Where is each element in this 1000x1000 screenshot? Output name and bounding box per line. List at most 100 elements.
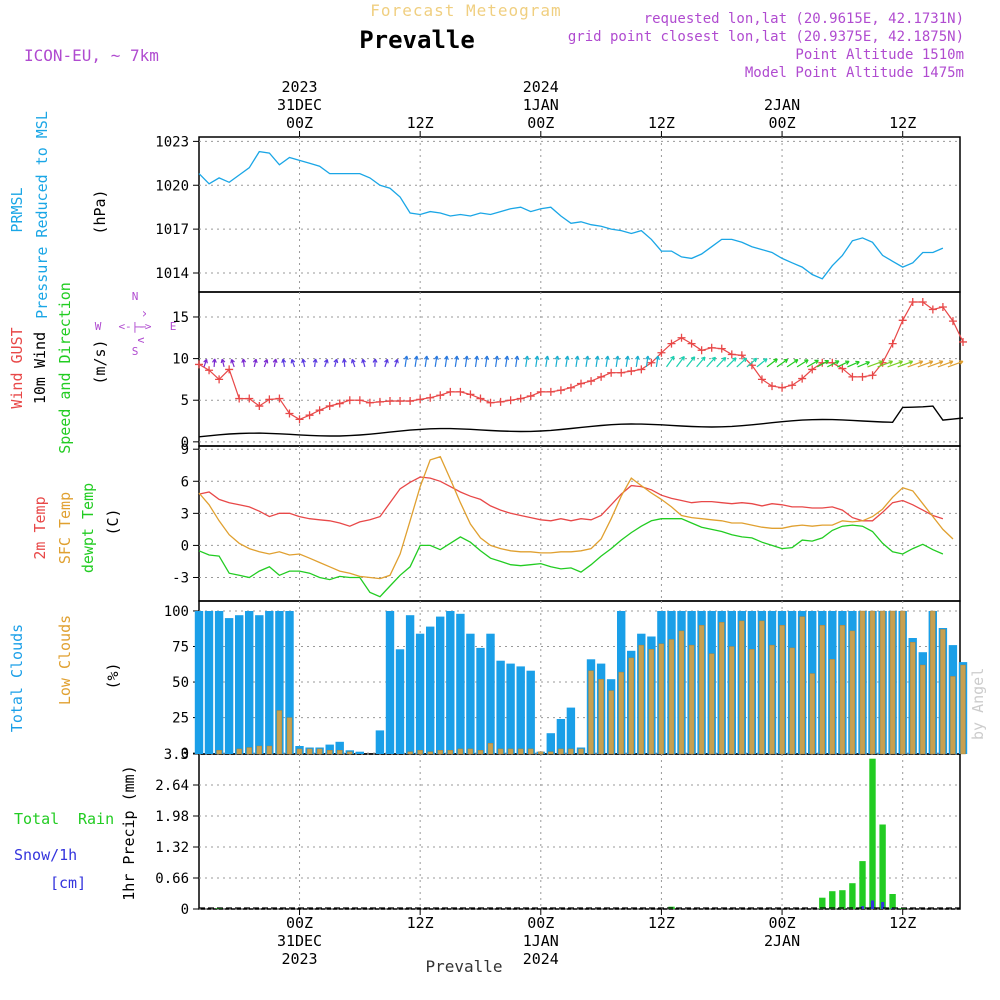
wind-ytick-label: 15: [172, 310, 189, 326]
temp-ytick-label: -3: [172, 570, 189, 586]
pressure-panel-frame: [198, 136, 961, 293]
top-time-label: 2JAN: [764, 96, 800, 114]
precip-ytick-label: 1.98: [155, 809, 189, 825]
low-cloud-bar: [497, 748, 504, 755]
gust-marker: [727, 350, 736, 359]
wind-direction-arrow: [756, 358, 768, 368]
low-cloud-bar: [658, 643, 665, 755]
low-cloud-bar: [588, 670, 594, 755]
gust-marker: [285, 409, 294, 418]
low-cloud-bar: [789, 647, 795, 755]
wind-direction-arrow: [897, 360, 914, 368]
low-cloud-bar: [859, 610, 866, 755]
wind-direction-arrow: [645, 355, 650, 367]
clouds-ytick-label: 0: [181, 746, 189, 762]
gust-marker: [938, 302, 947, 311]
gust-marker: [908, 297, 917, 306]
wind-direction-arrow: [524, 355, 530, 367]
low-cloud-bar: [759, 620, 765, 755]
wind-direction-arrow: [290, 358, 296, 368]
total-cloud-bar: [466, 633, 475, 754]
wind-direction-arrow: [696, 356, 706, 368]
wind-ytick-label: 10: [172, 352, 189, 368]
low-cloud-bar: [417, 750, 423, 755]
wind-direction-arrow: [384, 358, 389, 368]
total-cloud-bar: [355, 751, 364, 754]
wind-direction-arrow: [686, 356, 696, 368]
compass-w: W: [95, 320, 102, 333]
gust-marker: [918, 297, 927, 306]
low-cloud-bar: [889, 610, 896, 755]
total-cloud-bar: [486, 633, 495, 754]
low-cloud-bar: [608, 690, 614, 755]
top-time-label: 31DEC: [277, 96, 322, 114]
gust-marker: [617, 368, 626, 377]
pressure-label-2: Pressure Reduced to MSL: [33, 111, 51, 319]
total-cloud-bar: [204, 611, 214, 754]
temp-ytick-label: 6: [181, 474, 189, 490]
rain-bar: [859, 861, 866, 909]
gust-marker: [788, 381, 797, 390]
gust-marker: [546, 387, 555, 396]
t2m-label: 2m Temp: [31, 496, 49, 559]
model-label: ICON-EU, ~ 7km: [24, 46, 159, 65]
total-clouds-label: Total Clouds: [8, 624, 26, 732]
precip-unit: 1hr Precip (mm): [120, 765, 138, 900]
gust-marker: [406, 397, 415, 406]
footer-station: Prevalle: [425, 957, 502, 976]
rain-bar: [849, 883, 856, 909]
wind-direction-arrow: [786, 359, 799, 368]
wind-direction-arrow: [676, 355, 685, 368]
station-title: Prevalle: [359, 26, 475, 54]
low-cloud-bar: [749, 649, 755, 755]
low-cloud-bar: [347, 751, 353, 755]
wind-direction-arrow: [554, 355, 560, 367]
wind-dir-label: Speed and Direction: [56, 282, 74, 454]
wind-label: 10m Wind: [31, 332, 49, 404]
gust-marker: [426, 393, 435, 402]
wind-direction-arrow: [203, 358, 208, 368]
wind-direction-arrow: [877, 360, 894, 368]
low-cloud-bar: [779, 625, 785, 755]
bottom-time-label: 12Z: [407, 914, 434, 932]
gust-marker: [516, 394, 525, 403]
wind-direction-arrow: [564, 355, 570, 367]
wind-direction-arrow: [484, 355, 490, 367]
total-cloud-bar: [446, 611, 455, 754]
total-cloud-bar: [426, 626, 435, 754]
wind-direction-arrow: [323, 358, 329, 368]
model-altitude: Model Point Altitude 1475m: [745, 65, 964, 81]
gust-marker: [637, 365, 646, 374]
gust-marker: [526, 392, 535, 401]
top-time-label: 2023: [281, 78, 317, 96]
low-cloud-bar: [799, 616, 805, 755]
low-cloud-bar: [457, 748, 464, 755]
wind-direction-arrow: [776, 358, 789, 368]
gust-marker: [436, 391, 445, 400]
wind-ytick-label: 0: [181, 435, 189, 451]
wind-direction-arrow: [716, 356, 727, 368]
sfc-temp-line: [198, 455, 954, 580]
wind-direction-arrow: [746, 357, 758, 368]
gust-marker: [858, 372, 867, 381]
wind-direction-arrow: [917, 360, 934, 368]
wind-direction-arrow: [726, 357, 737, 368]
wind-direction-arrow: [867, 360, 883, 368]
low-cloud-bar: [316, 748, 323, 755]
wind-direction-arrow: [887, 360, 904, 368]
gust-marker: [737, 351, 746, 360]
clouds-ytick-label: 75: [172, 640, 189, 656]
wind-direction-arrow: [666, 355, 675, 368]
rain-label: Rain: [78, 810, 114, 828]
low-cloud-bar: [407, 751, 413, 755]
gust-marker: [265, 395, 274, 404]
wind-direction-arrow: [423, 355, 429, 367]
total-cloud-bar: [214, 611, 224, 754]
gridpoint-coords: grid point closest lon,lat (20.9375E, 42…: [568, 29, 964, 45]
wind-direction-arrow: [937, 360, 954, 368]
wind-direction-arrow: [494, 355, 500, 367]
low-cloud-bar: [829, 659, 835, 755]
total-cloud-bar: [335, 741, 344, 754]
